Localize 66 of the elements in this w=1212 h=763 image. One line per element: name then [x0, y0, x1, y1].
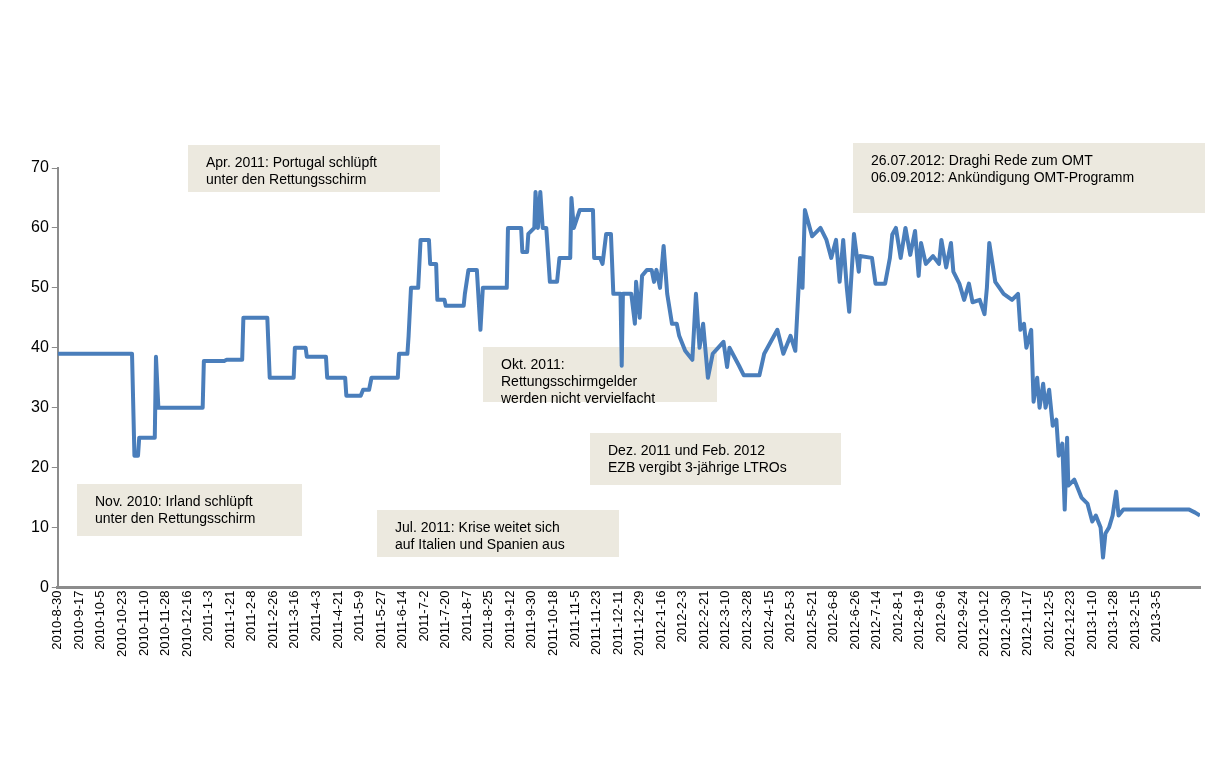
y-tick-label: 70: [31, 158, 49, 176]
x-tick-label: 2011-8-25: [480, 590, 496, 649]
callout-box: Nov. 2010: Irland schlüpft unter den Rettungsschirm: [77, 484, 302, 536]
x-tick-label: 2011-12-29: [631, 590, 647, 657]
x-tick-label: 2012-9-24: [954, 590, 970, 650]
x-tick-label: 2011-2-8: [243, 590, 259, 642]
x-tick-label: 2010-11-28: [157, 590, 173, 657]
x-tick-label: 2012-11-17: [1019, 590, 1035, 657]
x-tick-label: 2011-10-18: [545, 590, 561, 657]
y-tick-label: 10: [31, 517, 49, 535]
x-tick-label: 2012-5-3: [782, 590, 798, 643]
x-tick-label: 2012-10-30: [997, 590, 1013, 657]
x-tick-label: 2012-6-8: [825, 590, 841, 643]
x-tick-label: 2010-12-16: [178, 590, 194, 657]
x-tick-label: 2011-7-2: [415, 590, 431, 642]
x-tick-label: 2010-9-17: [70, 590, 86, 650]
callout-box: Dez. 2011 und Feb. 2012 EZB vergibt 3-jährige LTROs: [590, 433, 841, 485]
x-tick-label: 2012-5-21: [803, 590, 819, 650]
x-tick-label: 2010-10-23: [114, 590, 130, 657]
x-tick-label: 2013-1-10: [1083, 590, 1099, 650]
x-tick-label: 2011-4-21: [329, 590, 345, 649]
y-tick-label: 20: [31, 458, 49, 476]
x-tick-label: 2012-6-26: [846, 590, 862, 650]
x-tick-label: 2012-3-28: [739, 590, 755, 650]
y-tick-label: 60: [31, 218, 49, 236]
x-tick-label: 2012-7-14: [868, 590, 884, 650]
x-tick-label: 2011-5-27: [372, 590, 388, 649]
x-tick-label: 2011-5-9: [351, 590, 367, 642]
x-tick-label: 2012-8-19: [911, 590, 927, 650]
x-tick-label: 2011-6-14: [394, 590, 410, 649]
y-tick-label: 40: [31, 338, 49, 356]
x-tick-label: 2011-2-26: [264, 590, 280, 649]
x-tick-label: 2012-9-6: [932, 590, 948, 643]
x-tick-label: 2011-1-21: [221, 590, 237, 649]
x-tick-label: 2010-10-5: [92, 590, 108, 650]
x-tick-label: 2011-11-23: [588, 590, 604, 656]
callout-box: Apr. 2011: Portugal schlüpft unter den Rettungsschirm: [188, 145, 440, 192]
x-tick-label: 2010-8-30: [49, 590, 65, 650]
y-tick-label: 50: [31, 278, 49, 296]
x-tick-label: 2010-11-10: [135, 590, 151, 657]
x-tick-label: 2011-9-30: [523, 590, 539, 649]
x-tick-label: 2012-8-1: [889, 590, 905, 643]
x-tick-label: 2012-12-5: [1040, 590, 1056, 650]
x-tick-label: 2013-1-28: [1105, 590, 1121, 650]
x-tick-label: 2012-10-12: [976, 590, 992, 657]
x-tick-label: 2012-3-10: [717, 590, 733, 650]
x-tick-label: 2012-1-16: [652, 590, 668, 650]
y-tick-label: 0: [39, 577, 49, 595]
callout-box: Okt. 2011: Rettungsschirmgelder werden nicht vervielfacht: [483, 347, 717, 402]
x-tick-label: 2011-8-7: [458, 590, 474, 642]
x-tick-label: 2012-2-21: [695, 590, 711, 650]
x-tick-label: 2012-12-23: [1062, 590, 1078, 657]
x-tick-label: 2011-7-20: [437, 590, 453, 649]
x-tick-label: 2011-12-11: [609, 590, 625, 656]
x-tick-label: 2013-3-5: [1148, 590, 1164, 643]
x-tick-label: 2011-1-3: [200, 590, 216, 642]
x-tick-label: 2012-2-3: [674, 590, 690, 643]
y-tick-label: 30: [31, 398, 49, 416]
callout-box: Jul. 2011: Krise weitet sich auf Italien und Spanien aus: [377, 510, 619, 557]
x-tick-label: 2011-11-5: [566, 590, 582, 648]
x-tick-label: 2011-3-16: [286, 590, 302, 649]
x-tick-label: 2011-4-3: [307, 590, 323, 642]
x-tick-label: 2011-9-12: [501, 590, 517, 649]
callout-box: 26.07.2012: Draghi Rede zum OMT 06.09.2012: Ankündigung OMT-Programm: [853, 143, 1205, 213]
x-tick-label: 2012-4-15: [760, 590, 776, 650]
x-tick-label: 2013-2-15: [1126, 590, 1142, 650]
